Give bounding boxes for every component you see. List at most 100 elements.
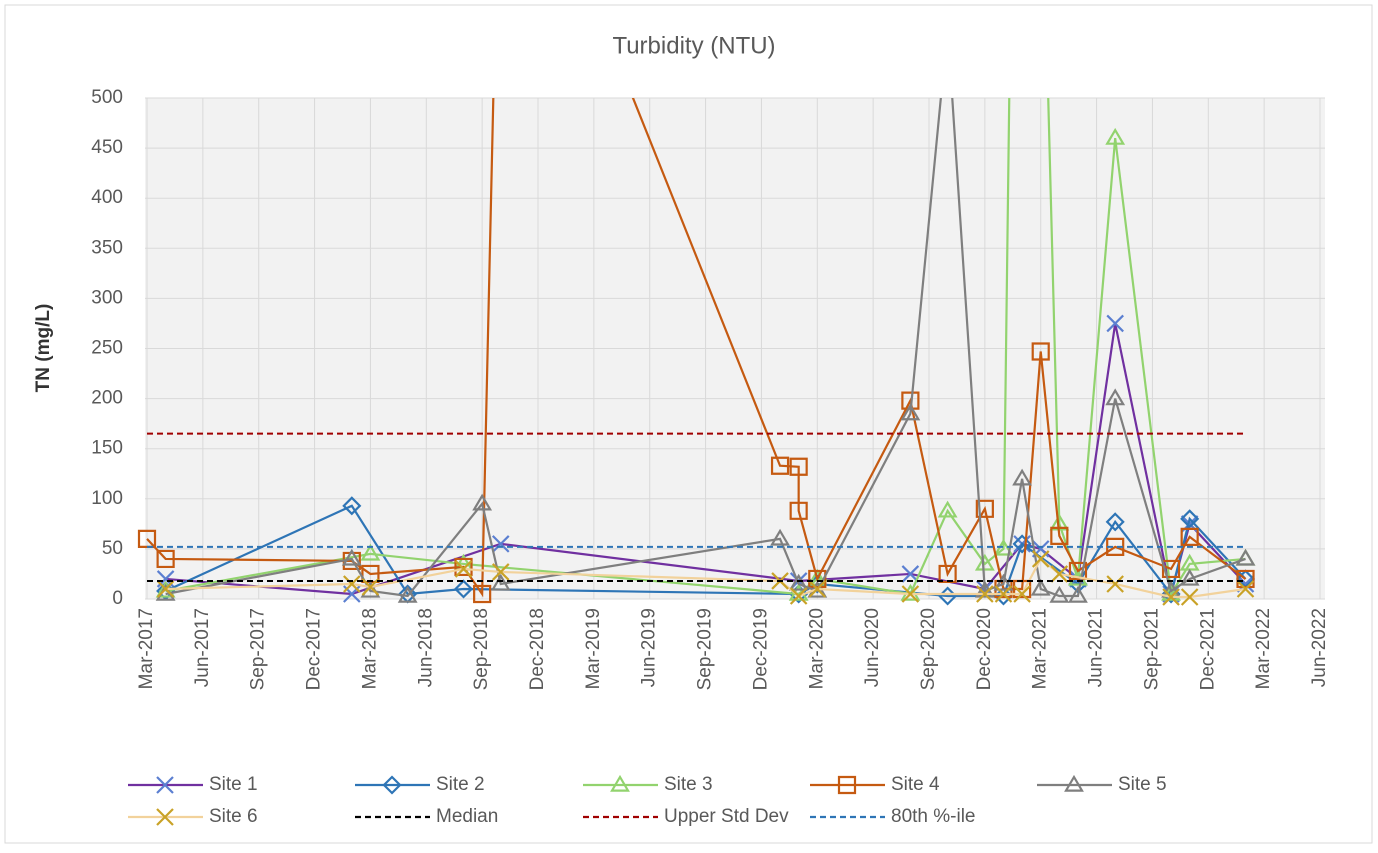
legend-label: Site 6 [209, 806, 258, 827]
data-point [1105, 127, 1126, 145]
y-tick-label: 200 [91, 388, 123, 409]
y-tick-label: 350 [91, 237, 123, 258]
data-point [789, 457, 808, 476]
y-axis-title: TN (mg/L) [33, 304, 54, 393]
data-point [156, 580, 175, 598]
x-tick-label: Dec-2017 [304, 608, 325, 690]
data-point [1031, 342, 1050, 361]
data-point [770, 456, 790, 475]
data-point [1236, 580, 1255, 598]
data-point [1161, 559, 1181, 579]
legend-label: Upper Std Dev [664, 806, 789, 827]
data-point [1180, 588, 1199, 606]
x-tick-label: Sep-2021 [1141, 608, 1162, 690]
data-point [361, 578, 380, 596]
data-point [1180, 509, 1200, 529]
x-tick-label: Mar-2022 [1253, 608, 1274, 689]
data-point [789, 587, 808, 605]
data-point [901, 565, 920, 583]
y-tick-label: 250 [91, 338, 123, 359]
series-line [165, 557, 1246, 599]
x-tick-label: Mar-2018 [359, 608, 380, 689]
chart-title: Turbidity (NTU) [612, 32, 775, 59]
x-tick-label: Sep-2017 [248, 608, 269, 690]
data-point [1013, 579, 1032, 599]
x-tick-label: Dec-2021 [1197, 608, 1218, 690]
data-point [1030, 578, 1051, 596]
data-point [789, 501, 808, 520]
x-tick-label: Sep-2019 [695, 608, 716, 690]
x-tick-label: Jun-2018 [415, 608, 436, 687]
data-point [360, 543, 381, 561]
data-point [137, 529, 157, 548]
data-point [1013, 585, 1031, 603]
data-point [342, 496, 362, 516]
data-point [473, 584, 492, 604]
data-point [472, 493, 493, 511]
x-tick-label: Sep-2020 [918, 608, 939, 690]
data-point [770, 528, 790, 546]
x-tick-label: Jun-2020 [862, 608, 883, 687]
legend-marker [156, 808, 174, 826]
data-point [1180, 527, 1199, 546]
legend-label: Site 3 [664, 774, 713, 795]
legend-marker [610, 774, 630, 792]
x-tick-label: Dec-2020 [974, 608, 995, 690]
y-tick-label: 0 [112, 588, 123, 609]
data-point [1012, 468, 1033, 486]
data-point [901, 585, 920, 603]
x-tick-label: Mar-2021 [1030, 608, 1051, 689]
data-point [993, 573, 1014, 591]
legend-label: Site 1 [209, 774, 258, 795]
data-point [974, 553, 995, 571]
data-point [397, 585, 418, 603]
legend-marker [382, 775, 402, 795]
data-point [808, 580, 827, 598]
data-point [975, 499, 994, 518]
y-tick-label: 300 [91, 287, 123, 308]
data-point [1235, 548, 1256, 566]
data-point [1105, 512, 1125, 532]
y-tick-label: 500 [91, 87, 123, 108]
y-tick-label: 450 [91, 137, 123, 158]
data-point [1031, 550, 1050, 568]
data-point [994, 585, 1013, 603]
data-point [1105, 388, 1126, 406]
legend-marker [1064, 774, 1084, 792]
data-point [1179, 568, 1200, 586]
y-tick-label: 50 [102, 538, 123, 559]
data-point [1050, 565, 1069, 583]
data-point [900, 403, 921, 421]
data-point [938, 564, 957, 584]
series-line [146, 98, 1247, 598]
y-tick-label: 150 [91, 438, 123, 459]
data-point [1068, 585, 1088, 603]
series-layer [137, 98, 1256, 606]
x-tick-label: Mar-2017 [136, 608, 157, 689]
series-line [165, 504, 1247, 598]
x-tick-label: Sep-2018 [471, 608, 492, 690]
y-tick-label: 400 [91, 187, 123, 208]
x-tick-label: Jun-2017 [192, 608, 213, 687]
legend-label: Site 5 [1118, 774, 1167, 795]
data-point [453, 579, 474, 599]
x-tick-label: Jun-2019 [639, 608, 660, 687]
x-tick-label: Mar-2019 [583, 608, 604, 689]
data-point [976, 585, 994, 603]
data-point [1106, 575, 1124, 593]
data-point [937, 500, 958, 518]
x-tick-label: Jun-2022 [1309, 608, 1330, 687]
legend-marker [156, 776, 174, 794]
legend-label: 80th %-ile [891, 806, 976, 827]
data-point [490, 573, 511, 591]
y-tick-label: 100 [91, 488, 123, 509]
x-tick-label: Jun-2021 [1086, 608, 1107, 687]
data-point [343, 575, 361, 593]
data-point [1012, 534, 1032, 554]
legend-label: Median [436, 806, 498, 827]
data-point [1106, 314, 1124, 333]
legend-label: Site 2 [436, 774, 485, 795]
data-point [1050, 526, 1069, 545]
data-point [788, 573, 809, 591]
